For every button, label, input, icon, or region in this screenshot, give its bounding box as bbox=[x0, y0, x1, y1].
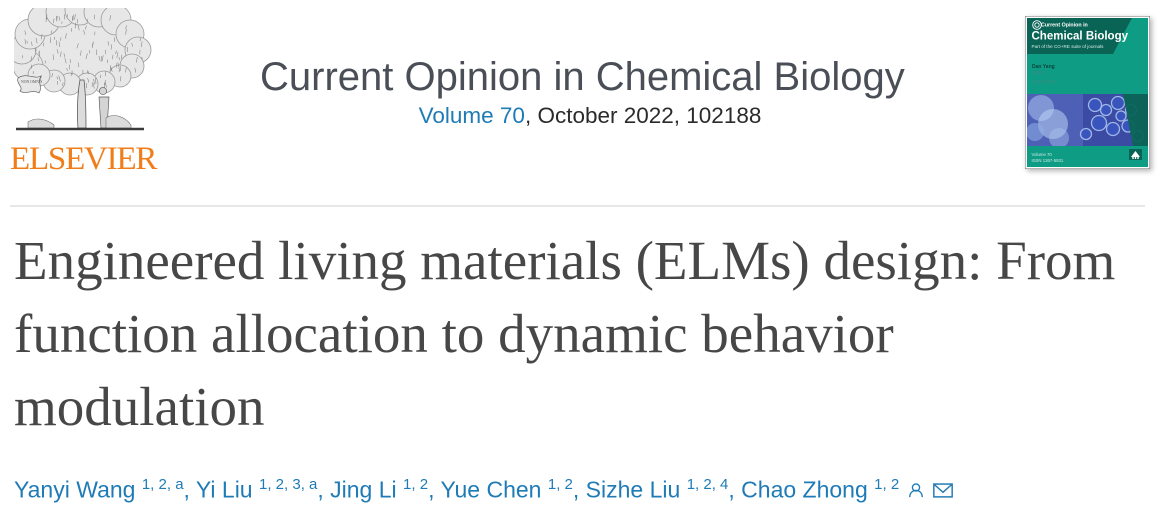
svg-text:ISSN 1367-5931: ISSN 1367-5931 bbox=[1032, 158, 1064, 163]
svg-text:August 2022: August 2022 bbox=[1032, 79, 1057, 84]
svg-text:Current Opinion in: Current Opinion in bbox=[1041, 23, 1088, 29]
svg-text:Part of the CO+RE suite of jou: Part of the CO+RE suite of journals bbox=[1032, 44, 1105, 49]
svg-text:Volume 70: Volume 70 bbox=[1032, 152, 1053, 157]
svg-text:Chemical Biology: Chemical Biology bbox=[1032, 31, 1129, 43]
svg-text:Editor: Editor bbox=[1032, 70, 1044, 75]
svg-text:NON OMNIS: NON OMNIS bbox=[21, 80, 42, 84]
